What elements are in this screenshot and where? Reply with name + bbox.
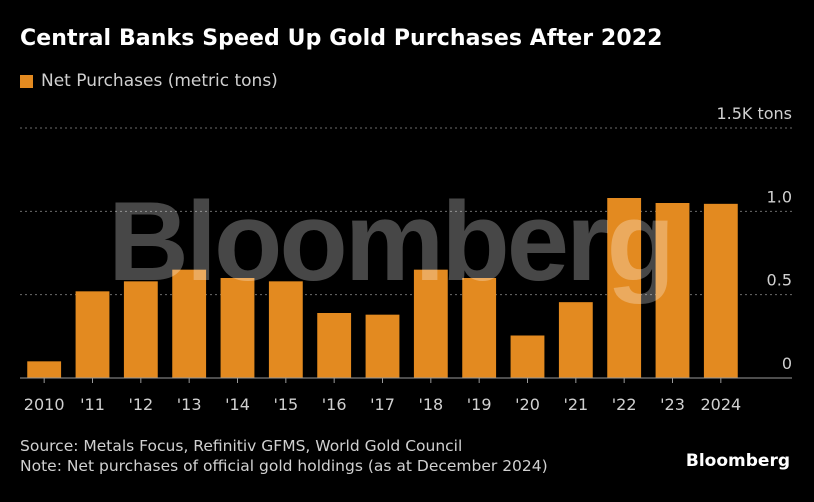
legend-swatch [20, 74, 33, 88]
x-tick-label: '22 [612, 395, 637, 414]
source-text: Source: Metals Focus, Refinitiv GFMS, Wo… [20, 437, 463, 455]
x-tick-label: '20 [515, 395, 540, 414]
x-tick-label: '16 [322, 395, 347, 414]
bar-3 [172, 269, 207, 378]
bar-7 [365, 314, 400, 378]
x-tick-label: '19 [467, 395, 492, 414]
x-tick-label: '12 [128, 395, 153, 414]
bars [27, 198, 738, 378]
bar-14 [703, 203, 738, 378]
footer: Source: Metals Focus, Refinitiv GFMS, Wo… [20, 436, 548, 476]
gridlines [20, 127, 792, 296]
x-axis: 2010 '11 '12 '13 '14 '15 '16 '17 '18 '19 '20 '21 '22… [20, 377, 792, 414]
y-tick-labels: 0 0.5 1.0 1.5K tons [716, 104, 792, 373]
y-tick-label: 0 [782, 354, 792, 373]
x-tick-label: '15 [273, 395, 298, 414]
bar-12 [607, 198, 642, 378]
x-tick-label: '13 [177, 395, 202, 414]
y-tick-label: 0.5 [767, 271, 792, 290]
bar-2 [123, 281, 158, 378]
bar-10 [510, 335, 545, 378]
bar-6 [317, 313, 352, 378]
bar-11 [558, 302, 593, 378]
x-tick-label: '14 [225, 395, 250, 414]
x-tick-label: '11 [80, 395, 105, 414]
legend: Net Purchases (metric tons) [20, 70, 278, 92]
bar-8 [413, 269, 448, 378]
x-tick-label: '21 [563, 395, 588, 414]
chart-title: Central Banks Speed Up Gold Purchases Af… [20, 26, 663, 51]
bar-9 [462, 278, 497, 378]
bar-4 [220, 278, 255, 378]
bloomberg-logo: Bloomberg [685, 451, 790, 471]
x-tick-label: '23 [660, 395, 685, 414]
x-tick-label: '18 [418, 395, 443, 414]
bar-13 [655, 203, 690, 378]
legend-label: Net Purchases (metric tons) [41, 71, 278, 91]
x-tick-label: 2024 [700, 395, 741, 414]
bar-5 [268, 281, 303, 378]
x-tick-label: 2010 [24, 395, 65, 414]
y-tick-label: 1.5K tons [716, 104, 792, 123]
bar-1 [75, 291, 110, 378]
x-tick-label: '17 [370, 395, 395, 414]
note-text: Note: Net purchases of official gold hol… [20, 457, 548, 475]
watermark: Bloomberg [108, 179, 672, 304]
bar-0 [27, 361, 62, 378]
y-tick-label: 1.0 [767, 187, 792, 206]
